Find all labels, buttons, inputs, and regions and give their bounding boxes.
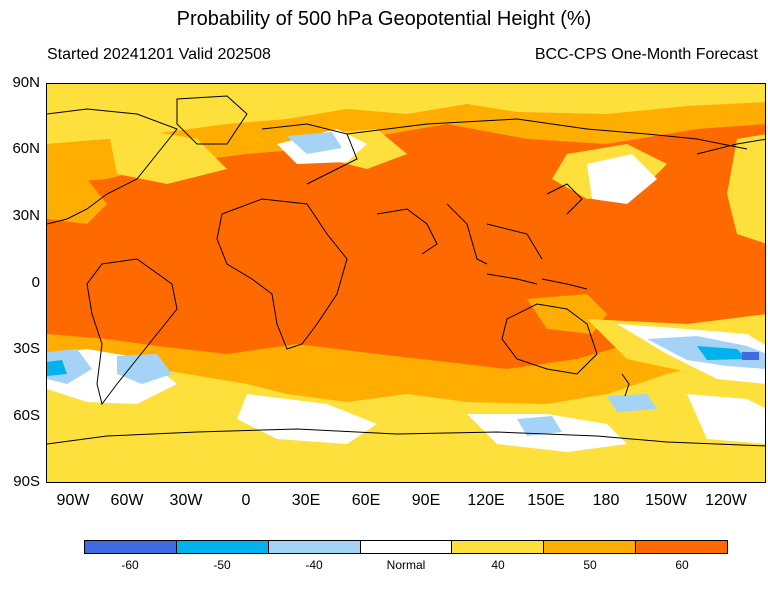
legend-swatch-40 [452,541,545,553]
prob-minus40-regions [47,132,765,436]
forecast-dates: Started 20241201 Valid 202508 [47,46,271,63]
lon-label-90w: 90W [56,492,90,509]
lon-label-120w: 120W [705,492,747,509]
lon-label-120e: 120E [467,492,505,509]
lon-label-30w: 30W [169,492,203,509]
lat-label-90s: 90S [13,473,40,490]
lat-label-90n: 90N [12,74,40,91]
lon-label-90e: 90E [411,492,441,509]
coastlines [47,95,765,447]
legend-label-50: 50 [583,558,597,572]
lon-label-150w: 150W [645,492,687,509]
legend-swatch-normal [360,541,453,553]
legend-label-40: 40 [491,558,505,572]
prob-minus50-regions [47,346,747,376]
legend-swatch-minus40 [268,541,361,553]
legend-label-minus60: -60 [121,558,139,572]
forecast-source: BCC-CPS One-Month Forecast [534,46,758,63]
legend-swatch-60 [636,541,728,553]
lon-label-60w: 60W [110,492,144,509]
legend-label-60: 60 [675,558,689,572]
legend-colorbar [84,540,728,554]
lon-label-180: 180 [592,492,620,509]
legend-swatch-minus60 [85,541,177,553]
lat-label-0: 0 [31,274,40,291]
prob-minus60-regions [742,352,759,360]
legend-label-minus40: -40 [305,558,323,572]
lat-label-30n: 30N [12,207,40,224]
map-title: Probability of 500 hPa Geopotential Heig… [176,8,592,30]
probability-map [46,83,766,483]
lon-label-150e: 150E [527,492,565,509]
legend-swatch-minus50 [176,541,269,553]
map-canvas [47,84,765,482]
lon-label-30e: 30E [291,492,321,509]
lon-label-60e: 60E [351,492,381,509]
legend-label-normal: Normal [386,558,426,572]
legend-swatch-50 [544,541,637,553]
lat-label-60s: 60S [13,407,40,424]
legend-label-minus50: -50 [213,558,231,572]
lat-label-30s: 30S [13,340,40,357]
lon-label-0: 0 [241,492,251,509]
lat-label-60n: 60N [12,140,40,157]
